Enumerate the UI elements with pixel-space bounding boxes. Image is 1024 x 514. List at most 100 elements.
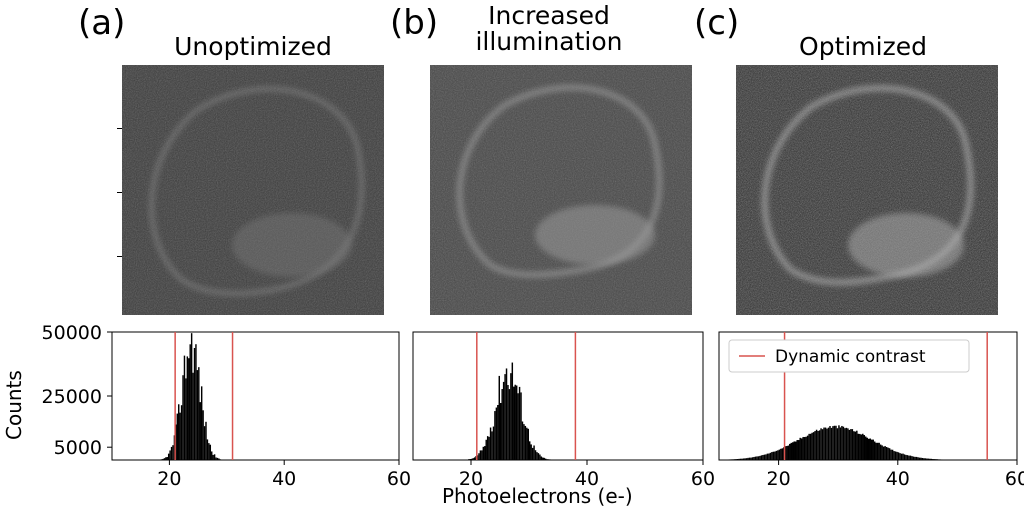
histogram-bar — [885, 447, 888, 460]
histogram-bar — [514, 384, 516, 460]
histogram-frame — [412, 331, 704, 461]
histogram-bar — [215, 457, 217, 460]
histogram-bar — [789, 443, 791, 460]
histogram-bar — [520, 392, 522, 460]
histogram-bar — [853, 431, 855, 460]
histogram-bar — [472, 458, 474, 460]
histogram-bar — [803, 437, 806, 460]
histogram-bar — [924, 458, 927, 460]
histogram-bar — [205, 421, 207, 460]
histogram-bar — [531, 447, 534, 460]
histogram-bar — [212, 454, 214, 460]
histogram-bar — [866, 437, 868, 460]
histogram-bar — [854, 431, 857, 460]
histogram-bar — [534, 450, 537, 460]
histogram-bar — [775, 450, 778, 460]
histogram-bar — [209, 444, 212, 460]
micrograph-a — [122, 65, 384, 315]
histogram-bar — [730, 459, 733, 460]
histogram-bar — [863, 435, 866, 460]
histogram-bar — [729, 459, 731, 460]
histogram-bar — [787, 445, 790, 460]
histogram-bar — [891, 449, 894, 460]
histogram-bar — [912, 456, 915, 460]
histogram-bar — [192, 372, 194, 460]
histogram-bar — [540, 456, 543, 460]
histogram-bar — [879, 444, 882, 460]
histogram-bar — [213, 454, 216, 460]
histogram-bar — [160, 459, 163, 460]
histogram-bar — [887, 447, 889, 460]
x-tick-label: 40 — [575, 468, 599, 490]
histogram-bar — [491, 431, 493, 460]
histogram-bar — [933, 459, 936, 460]
histogram-bar — [198, 367, 200, 460]
x-tick-label: 40 — [272, 468, 296, 490]
histogram-bar — [188, 358, 190, 460]
histogram-bar — [202, 410, 204, 460]
histogram-bar — [815, 429, 818, 460]
histogram-bar — [794, 441, 797, 460]
histogram-bar — [505, 368, 508, 460]
histogram-bar — [900, 453, 903, 460]
histogram-bar — [766, 453, 769, 460]
histogram-bar — [211, 451, 213, 460]
histogram-bar — [469, 458, 471, 460]
histogram-bar — [762, 454, 764, 460]
histogram-bar — [508, 389, 511, 460]
histogram-frame — [111, 331, 400, 461]
histogram-bar — [526, 427, 528, 460]
histogram-bar — [893, 451, 895, 460]
histogram-bar — [842, 426, 845, 460]
histogram-bar — [902, 453, 904, 460]
micrograph-c — [736, 65, 998, 315]
histogram-bar — [759, 455, 761, 460]
histogram-bar — [502, 381, 505, 460]
histogram-bar — [888, 448, 891, 460]
histogram-bar — [841, 425, 843, 460]
histogram-bar — [918, 457, 921, 460]
histogram-bar — [821, 429, 824, 460]
histogram-bar — [533, 445, 535, 460]
histogram-bar — [824, 427, 827, 460]
histogram-bar — [896, 451, 898, 460]
histogram-bar — [494, 411, 496, 460]
x-tick-label: 60 — [1005, 468, 1024, 490]
histogram-bar — [906, 455, 909, 460]
histogram-bar — [771, 452, 773, 460]
histogram-bar — [800, 438, 803, 460]
histogram-bar — [495, 407, 498, 460]
histogram-bar — [811, 432, 813, 460]
x-tick-label: 60 — [387, 468, 411, 490]
histogram-bar — [511, 362, 514, 460]
histogram-bar — [921, 457, 924, 460]
histogram-bar — [903, 454, 906, 460]
histogram-bar — [747, 457, 749, 460]
y-tick-label: 5000 — [54, 437, 102, 459]
histogram-bar — [165, 457, 167, 460]
histogram-bar — [911, 456, 913, 460]
histogram-bar — [894, 451, 897, 460]
histogram-bar — [513, 386, 515, 460]
histogram-bar — [932, 459, 934, 460]
x-tick-label: 20 — [459, 468, 483, 490]
histogram-bar — [768, 453, 770, 460]
histogram-bar — [860, 434, 863, 460]
histogram-bar — [826, 428, 828, 460]
panel-title-c: Optimized — [799, 32, 927, 61]
histogram-bar — [915, 456, 918, 460]
histogram-bar — [920, 457, 922, 460]
histogram-bar — [190, 333, 193, 460]
histogram-bar — [543, 457, 545, 460]
histogram-bar — [727, 459, 730, 460]
histogram-bar — [163, 458, 166, 460]
histogram-bar — [732, 459, 734, 460]
histogram-bar — [851, 429, 854, 460]
histogram-bar — [546, 459, 548, 460]
legend-label: Dynamic contrast — [775, 347, 926, 367]
histogram-bar — [195, 344, 197, 460]
histogram-bar — [926, 458, 928, 460]
histogram-bar — [757, 456, 760, 460]
histogram-bar — [876, 442, 879, 460]
histogram-bar — [878, 442, 880, 460]
